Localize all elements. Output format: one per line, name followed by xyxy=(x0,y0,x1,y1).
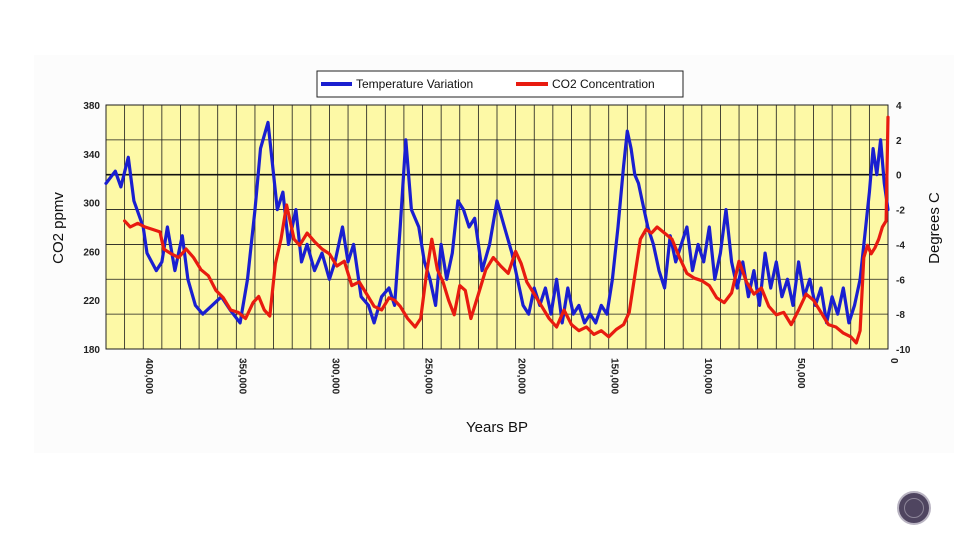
left-axis-title: CO2 ppmv xyxy=(50,192,67,264)
x-axis-tick-label: 0 xyxy=(888,358,899,364)
right-axis-title: Degrees C xyxy=(926,192,943,264)
x-axis-tick-label: 100,000 xyxy=(702,358,713,395)
series-lines xyxy=(104,115,890,345)
right-axis-tick-label: -6 xyxy=(896,275,905,286)
right-axis-tick-label: -2 xyxy=(896,206,905,217)
legend-co2-label: CO2 Concentration xyxy=(552,77,655,91)
left-axis-tick-label: 260 xyxy=(83,247,100,258)
left-axis-tick-label: 180 xyxy=(83,345,100,356)
x-axis-tick-label: 300,000 xyxy=(329,358,340,395)
legend-temperature-label: Temperature Variation xyxy=(356,77,473,91)
right-axis-tick-label: -8 xyxy=(896,310,905,321)
x-axis-tick-label: 50,000 xyxy=(795,358,806,389)
legend: Temperature Variation CO2 Concentration xyxy=(316,70,684,98)
right-axis-tick-label: 0 xyxy=(896,171,902,182)
left-axis-tick-label: 380 xyxy=(83,101,100,112)
x-axis-tick-label: 200,000 xyxy=(516,358,527,395)
x-axis-tick-label: 400,000 xyxy=(143,358,154,395)
x-axis-tick-label: 350,000 xyxy=(236,358,247,395)
co2-concentration-line xyxy=(122,115,890,345)
right-axis-tick-label: -10 xyxy=(896,345,911,356)
left-axis-tick-label: 220 xyxy=(83,296,100,307)
x-axis-tick-label: 250,000 xyxy=(423,358,434,395)
right-axis-tick-label: 4 xyxy=(896,101,902,112)
left-axis-tick-label: 340 xyxy=(83,150,100,161)
tick-labels: 380 340 300 260 220 180 4 2 0 -2 -4 -6 -8 -10 400,000 3… xyxy=(83,101,911,395)
slide-number-badge xyxy=(897,491,931,525)
legend-box xyxy=(316,70,684,98)
x-axis-tick-label: 150,000 xyxy=(609,358,620,395)
right-axis-tick-label: 2 xyxy=(896,136,902,147)
x-axis-title: Years BP xyxy=(466,419,528,436)
left-axis-tick-label: 300 xyxy=(83,199,100,210)
right-axis-tick-label: -4 xyxy=(896,240,905,251)
